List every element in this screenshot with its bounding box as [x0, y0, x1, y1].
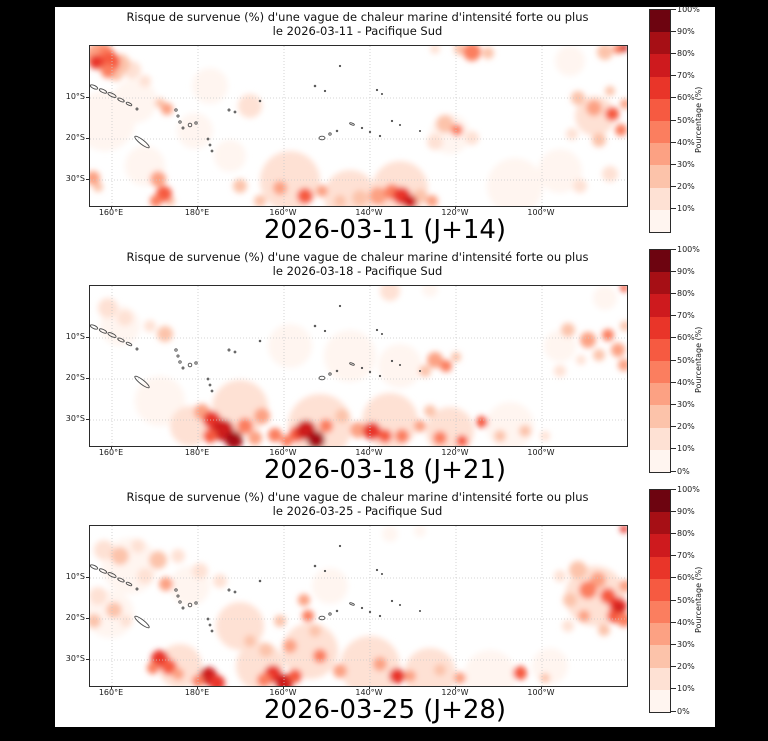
colorbar-tick-label: 60%	[671, 93, 695, 103]
colorbar-label: Pourcentage (%)	[694, 326, 703, 394]
island-coastlines	[90, 64, 422, 153]
risk-map-figure-j14: Risque de survenue (%) d'une vague de ch…	[55, 5, 715, 247]
risk-map	[89, 45, 628, 207]
y-tick-label: 30°S	[65, 654, 85, 663]
colorbar-tick-label: 40%	[671, 617, 695, 627]
risk-map-figure-j21: Risque de survenue (%) d'une vague de ch…	[55, 245, 715, 487]
y-tick-label: 10°S	[65, 572, 85, 581]
figure-stack: Risque de survenue (%) d'une vague de ch…	[55, 5, 715, 727]
risk-map	[89, 525, 628, 687]
colorbar-tick-label: 50%	[671, 595, 695, 605]
colorbar-tick-label: 40%	[671, 137, 695, 147]
y-tick-label: 30°S	[65, 174, 85, 183]
colorbar-tick-label: 80%	[671, 288, 695, 298]
colorbar	[649, 489, 671, 713]
colorbar-tick-label: 10%	[671, 444, 695, 454]
colorbar-tick-label: 10%	[671, 684, 695, 694]
y-tick-label: 20°S	[65, 133, 85, 142]
colorbar-tick-label: 80%	[671, 48, 695, 58]
colorbar-label: Pourcentage (%)	[694, 566, 703, 634]
colorbar-tick-label: 30%	[671, 399, 695, 409]
title-line-2: le 2026-03-25 - Pacifique Sud	[272, 503, 443, 518]
map-gridlines	[90, 46, 627, 206]
title-line-2: le 2026-03-11 - Pacifique Sud	[272, 23, 443, 38]
colorbar-tick-label: 20%	[671, 662, 695, 672]
colorbar-label: Pourcentage (%)	[694, 86, 703, 154]
colorbar-tick-label: 20%	[671, 422, 695, 432]
colorbar-tick-label: 90%	[671, 506, 695, 516]
date-caption: 2026-03-18 (J+21)	[263, 455, 507, 485]
y-tick-label: 20°S	[65, 613, 85, 622]
colorbar-tick-label: 60%	[671, 573, 695, 583]
figure-title: Risque de survenue (%) d'une vague de ch…	[89, 250, 626, 278]
colorbar-tick-label: 20%	[671, 182, 695, 192]
colorbar	[649, 9, 671, 233]
island-coastlines	[90, 304, 422, 393]
map-gridlines	[90, 526, 627, 686]
y-tick-label: 30°S	[65, 414, 85, 423]
colorbar-tick-label: 90%	[671, 26, 695, 36]
title-line-1: Risque de survenue (%) d'une vague de ch…	[126, 250, 589, 264]
colorbar-tick-label: 90%	[671, 266, 695, 276]
title-line-2: le 2026-03-18 - Pacifique Sud	[272, 263, 443, 278]
colorbar-tick-label: 30%	[671, 639, 695, 649]
colorbar-tick-label: 30%	[671, 159, 695, 169]
colorbar-tick-label: 70%	[671, 551, 695, 561]
colorbar-tick-label: 10%	[671, 204, 695, 214]
island-coastlines	[90, 544, 422, 633]
colorbar	[649, 249, 671, 473]
colorbar-tick-label: 50%	[671, 355, 695, 365]
date-caption: 2026-03-11 (J+14)	[263, 215, 507, 245]
title-line-1: Risque de survenue (%) d'une vague de ch…	[126, 10, 589, 24]
colorbar-tick-label: 50%	[671, 115, 695, 125]
colorbar-tick-label: 80%	[671, 528, 695, 538]
date-caption: 2026-03-25 (J+28)	[263, 695, 507, 725]
colorbar-tick-label: 70%	[671, 311, 695, 321]
risk-map-figure-j28: Risque de survenue (%) d'une vague de ch…	[55, 485, 715, 727]
figure-title: Risque de survenue (%) d'une vague de ch…	[89, 10, 626, 38]
figure-title: Risque de survenue (%) d'une vague de ch…	[89, 490, 626, 518]
map-gridlines	[90, 286, 627, 446]
y-tick-label: 10°S	[65, 332, 85, 341]
title-line-1: Risque de survenue (%) d'une vague de ch…	[126, 490, 589, 504]
y-tick-label: 20°S	[65, 373, 85, 382]
colorbar-tick-label: 60%	[671, 333, 695, 343]
y-tick-label: 10°S	[65, 92, 85, 101]
colorbar-tick-label: 40%	[671, 377, 695, 387]
risk-map	[89, 285, 628, 447]
colorbar-tick-label: 70%	[671, 71, 695, 81]
